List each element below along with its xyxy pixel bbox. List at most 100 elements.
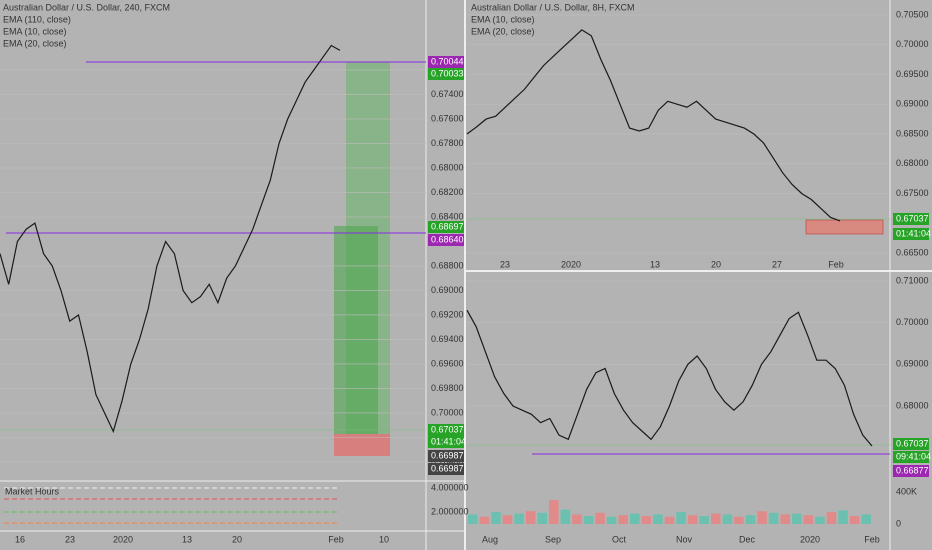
chart-title: Australian Dollar / U.S. Dollar, 8H, FXC…: [471, 2, 635, 12]
price-tag: [428, 234, 464, 246]
y-tick-label: 0.68200: [431, 187, 464, 197]
x-tick-label: 27: [772, 259, 782, 269]
y-tick-label: 0.70500: [896, 9, 929, 19]
y-tick-label: 0.66500: [896, 247, 929, 257]
price-tag-label: 01:41:04: [431, 436, 466, 446]
zone: [805, 219, 884, 235]
indicator-title: Market Hours: [5, 486, 60, 496]
x-tick-label: 10: [379, 534, 389, 544]
price-tag: [428, 68, 464, 80]
x-tick-label: Sep: [545, 534, 561, 544]
y-tick-label: 0.67800: [431, 138, 464, 148]
volume-bar: [734, 516, 744, 524]
price-tag-label: 0.68640: [431, 234, 464, 244]
price-tag: [893, 465, 929, 477]
price-tag-label: 01:41:04: [896, 228, 931, 238]
volume-bar: [618, 515, 628, 524]
x-tick-label: 2020: [113, 534, 133, 544]
legend-entry: EMA (10, close): [471, 14, 535, 24]
x-tick-label: 13: [650, 259, 660, 269]
x-tick-label: Oct: [612, 534, 627, 544]
volume-bar: [711, 513, 721, 524]
legend-entry: EMA (10, close): [3, 26, 67, 36]
x-tick-label: Feb: [828, 259, 844, 269]
volume-bar: [699, 516, 709, 524]
price-tag: [428, 56, 464, 68]
price-tag: [893, 438, 929, 450]
price-tag-label: 0.67037: [896, 438, 929, 448]
chart-title: Australian Dollar / U.S. Dollar, 240, FX…: [3, 2, 170, 12]
y-tick-label: 0.69000: [431, 285, 464, 295]
y-tick-label: 0.68800: [431, 260, 464, 270]
y-tick-label: 0.67400: [431, 89, 464, 99]
volume-bar: [815, 516, 825, 524]
volume-bar: [768, 512, 779, 524]
y-tick-label: 0.68000: [896, 400, 929, 410]
price-tag-label: 0.70033: [431, 68, 464, 78]
volume-bar: [549, 500, 559, 524]
volume-bar: [468, 514, 478, 524]
price-tag: [428, 436, 464, 448]
x-tick-label: Feb: [328, 534, 344, 544]
loss-zone: [334, 434, 390, 456]
x-tick-label: Dec: [739, 534, 756, 544]
y-tick-label: 0.69000: [896, 359, 929, 369]
volume-bar: [792, 513, 802, 524]
price-tag: [893, 213, 929, 225]
x-tick-label: 16: [15, 534, 25, 544]
volume-bar: [560, 509, 571, 524]
volume-bar: [537, 512, 547, 524]
legend-entry: EMA (20, close): [471, 26, 535, 36]
price-line: [466, 309, 873, 447]
y-tick-label: 0.68400: [431, 211, 464, 221]
volume-bar: [653, 514, 663, 524]
price-tag-label: 0.67037: [431, 424, 464, 434]
price-tag-label: 0.66987: [431, 463, 464, 473]
y-tick-label: 0.69600: [431, 358, 464, 368]
y-tick-label: 0.70000: [431, 407, 464, 417]
volume-bar: [491, 512, 501, 524]
price-tag-label: 0.68697: [431, 221, 464, 231]
volume-bar: [502, 515, 513, 524]
price-tag: [428, 221, 464, 233]
x-tick-label: Feb: [864, 534, 880, 544]
volume-bar: [641, 516, 652, 524]
x-tick-label: 2020: [800, 534, 820, 544]
y-tick-label: 0.70000: [896, 39, 929, 49]
price-tag-label: 0.67037: [896, 213, 929, 223]
indicator-tick: 2.000000: [431, 506, 469, 516]
volume-bar: [479, 516, 490, 524]
price-line: [466, 29, 841, 222]
y-tick-label: 0.69500: [896, 69, 929, 79]
volume-bar: [849, 516, 860, 524]
price-tag: [428, 424, 464, 436]
y-tick-label: 0.69000: [896, 99, 929, 109]
y-tick-label: 0.68000: [431, 162, 464, 172]
volume-bar: [861, 514, 871, 524]
y-tick-label: 0.68000: [896, 158, 929, 168]
y-tick-label: 0.70000: [896, 317, 929, 327]
y-tick-label: 0.69400: [431, 334, 464, 344]
volume-bar: [664, 516, 675, 524]
volume-bar: [838, 510, 848, 524]
volume-bar: [780, 514, 790, 524]
legend-entry: EMA (110, close): [3, 14, 71, 24]
volume-bar: [514, 513, 524, 524]
legend-entry: EMA (20, close): [3, 38, 67, 48]
price-tag: [428, 463, 464, 475]
volume-bar: [826, 512, 837, 524]
x-tick-label: Nov: [676, 534, 693, 544]
volume-bar: [687, 515, 698, 524]
volume-bar: [722, 514, 733, 524]
profit-zone: [334, 226, 378, 434]
price-tag: [893, 228, 929, 240]
y-tick-label: 0.67500: [896, 188, 929, 198]
x-tick-label: 20: [711, 259, 721, 269]
volume-bar: [745, 515, 756, 524]
y-tick-label: 0.71000: [896, 275, 929, 285]
price-tag: [428, 450, 464, 462]
y-tick-label: 0.69200: [431, 309, 464, 319]
x-tick-label: 13: [182, 534, 192, 544]
x-tick-label: 20: [232, 534, 242, 544]
